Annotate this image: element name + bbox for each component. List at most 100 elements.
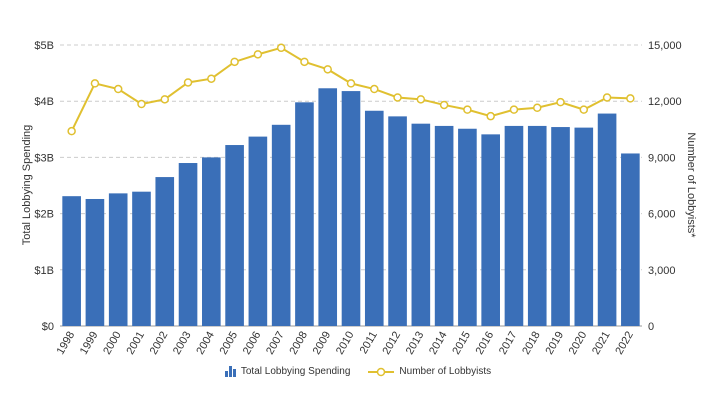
line-point[interactable] xyxy=(602,93,612,102)
y2-tick-label: 9,000 xyxy=(648,152,676,164)
x-tick-label: 2020 xyxy=(567,330,590,357)
bar[interactable] xyxy=(202,157,221,326)
x-tick-label: 2001 xyxy=(124,330,147,357)
line-point[interactable] xyxy=(626,94,635,103)
y2-tick-label: 0 xyxy=(648,321,654,333)
x-tick-label: 2006 xyxy=(241,330,264,357)
legend-item-lobbyists[interactable]: Number of Lobbyists xyxy=(368,366,491,377)
line-point[interactable] xyxy=(207,74,216,83)
x-tick-label: 2007 xyxy=(264,330,287,357)
x-tick-label: 2002 xyxy=(148,330,171,357)
y-tick-label: $3B xyxy=(34,152,54,164)
x-tick-label: 2018 xyxy=(520,330,543,357)
bar[interactable] xyxy=(225,145,244,326)
line-point[interactable] xyxy=(137,99,146,109)
y-tick-label: $4B xyxy=(34,96,54,108)
bar[interactable] xyxy=(364,110,384,326)
x-tick-label: 2015 xyxy=(450,330,473,357)
line-point[interactable] xyxy=(579,105,589,114)
left-axis-title: Total Lobbying Spending xyxy=(21,125,33,245)
bar[interactable] xyxy=(574,127,594,326)
y2-tick-label: 6,000 xyxy=(648,209,676,221)
x-tick-label: 2013 xyxy=(404,330,427,357)
x-tick-label: 2003 xyxy=(171,330,194,357)
bar[interactable] xyxy=(411,123,431,327)
right-axis-title: Number of Lobbyists* xyxy=(685,132,697,238)
right-axis-ticks: 0 3,000 6,000 9,000 12,000 15,000 xyxy=(648,40,682,333)
x-tick-label: 2010 xyxy=(334,330,357,357)
x-tick-label: 2004 xyxy=(194,330,217,357)
left-axis-ticks: $0 $1B $2B $3B $4B $5B xyxy=(34,40,54,333)
x-axis-ticks: 1998 1999 2000 2001 2002 2003 2004 2005 2006 2007… xyxy=(55,330,636,357)
bar[interactable] xyxy=(551,127,570,326)
bar[interactable] xyxy=(85,198,105,326)
bar[interactable] xyxy=(341,91,361,326)
bar[interactable] xyxy=(388,116,407,327)
line-point[interactable] xyxy=(370,84,379,94)
bar[interactable] xyxy=(271,124,291,326)
line-point[interactable] xyxy=(439,100,449,110)
x-tick-label: 2016 xyxy=(474,330,497,357)
line-point[interactable] xyxy=(463,105,472,114)
y-tick-label: $5B xyxy=(34,40,54,52)
y-tick-label: $0 xyxy=(42,321,54,333)
bar[interactable] xyxy=(155,177,175,326)
x-tick-label: 2012 xyxy=(381,330,404,357)
bar[interactable] xyxy=(458,128,477,326)
line-point[interactable] xyxy=(323,65,332,74)
x-tick-label: 1999 xyxy=(78,330,101,357)
line-point[interactable] xyxy=(416,95,426,104)
line-marker-icon xyxy=(368,367,395,376)
line-point[interactable] xyxy=(113,84,123,94)
line-point[interactable] xyxy=(90,79,100,88)
x-tick-label: 2022 xyxy=(613,330,636,357)
bar[interactable] xyxy=(132,191,151,326)
line-point[interactable] xyxy=(230,57,239,67)
line-point[interactable] xyxy=(393,93,402,102)
line-point[interactable] xyxy=(253,50,263,59)
y-tick-label: $1B xyxy=(34,265,54,277)
y2-tick-label: 15,000 xyxy=(648,40,682,52)
line-point[interactable] xyxy=(346,79,356,88)
bar[interactable] xyxy=(621,153,640,326)
line-point[interactable] xyxy=(556,97,565,107)
y2-tick-label: 12,000 xyxy=(648,96,682,108)
bar[interactable] xyxy=(527,125,547,326)
x-tick-label: 2019 xyxy=(543,330,566,357)
y2-tick-label: 3,000 xyxy=(648,265,676,277)
bar[interactable] xyxy=(248,136,268,326)
x-tick-label: 2005 xyxy=(218,330,241,357)
x-tick-label: 1998 xyxy=(55,330,78,357)
y-tick-label: $2B xyxy=(34,209,54,221)
bar[interactable] xyxy=(178,163,198,326)
bar[interactable] xyxy=(597,113,617,327)
line-point[interactable] xyxy=(532,103,542,113)
x-tick-label: 2000 xyxy=(101,330,124,357)
bar[interactable] xyxy=(108,193,128,326)
bar[interactable] xyxy=(434,125,454,326)
line-series xyxy=(67,43,635,136)
bar[interactable] xyxy=(481,134,500,326)
x-tick-label: 2009 xyxy=(311,330,334,357)
bar-chart-icon xyxy=(224,366,236,377)
bar-series xyxy=(62,88,640,327)
legend-item-spending[interactable]: Total Lobbying Spending xyxy=(224,366,351,377)
line-point[interactable] xyxy=(300,57,309,67)
bar[interactable] xyxy=(62,196,81,326)
bar[interactable] xyxy=(318,88,338,326)
x-tick-label: 2011 xyxy=(358,330,380,356)
line-point[interactable] xyxy=(160,95,170,104)
legend-label-spending: Total Lobbying Spending xyxy=(240,366,351,377)
line-point[interactable] xyxy=(183,78,193,87)
x-tick-label: 2008 xyxy=(287,330,310,357)
line-point[interactable] xyxy=(509,105,519,114)
legend: Total Lobbying Spending Number of Lobbyi… xyxy=(0,366,716,377)
x-tick-label: 2017 xyxy=(497,330,520,357)
line-point[interactable] xyxy=(276,43,286,53)
legend-label-lobbyists: Number of Lobbyists xyxy=(399,366,492,377)
line-point[interactable] xyxy=(67,126,76,136)
bar[interactable] xyxy=(504,125,524,326)
bar[interactable] xyxy=(295,102,314,326)
x-tick-label: 2014 xyxy=(427,330,450,357)
line-point[interactable] xyxy=(486,111,495,121)
